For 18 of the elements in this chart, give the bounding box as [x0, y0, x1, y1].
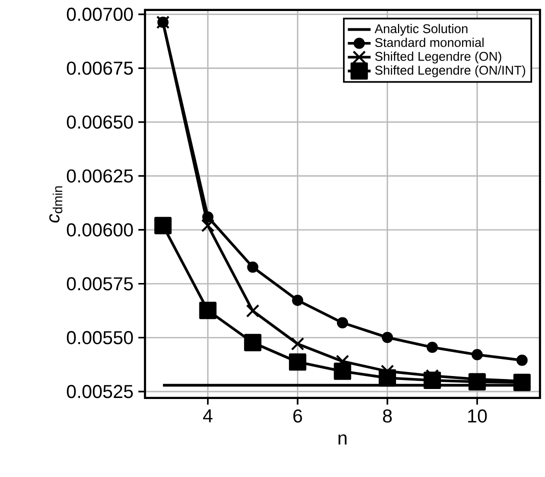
y-tick-label: 0.00675 — [66, 62, 133, 75]
x-tick-label: 8 — [383, 409, 392, 423]
legend-label: Shifted Legendre (ON) — [375, 52, 502, 64]
y-tick-label: 0.00700 — [66, 8, 133, 21]
x-tick-label: 10 — [468, 409, 487, 423]
y-tick-label: 0.00650 — [66, 115, 133, 129]
x-tick-label: 4 — [203, 409, 212, 422]
y-axis-title: c$_{dmin}$ — [49, 186, 62, 223]
y-tick-label: 0.00625 — [66, 169, 133, 183]
x-axis-title: n — [338, 434, 346, 444]
y-tick-label: 0.00575 — [66, 277, 133, 290]
legend-label: Standard monomial — [375, 38, 484, 48]
y-tick-label: 0.00550 — [66, 331, 133, 344]
y-tick-label: 0.00525 — [66, 384, 133, 398]
y-tick-label: 0.00600 — [66, 223, 133, 236]
legend-label: Analytic Solution — [374, 24, 468, 36]
x-tick-label: 6 — [293, 409, 302, 423]
legend-label: Shifted Legendre (ON/INT) — [375, 65, 526, 78]
